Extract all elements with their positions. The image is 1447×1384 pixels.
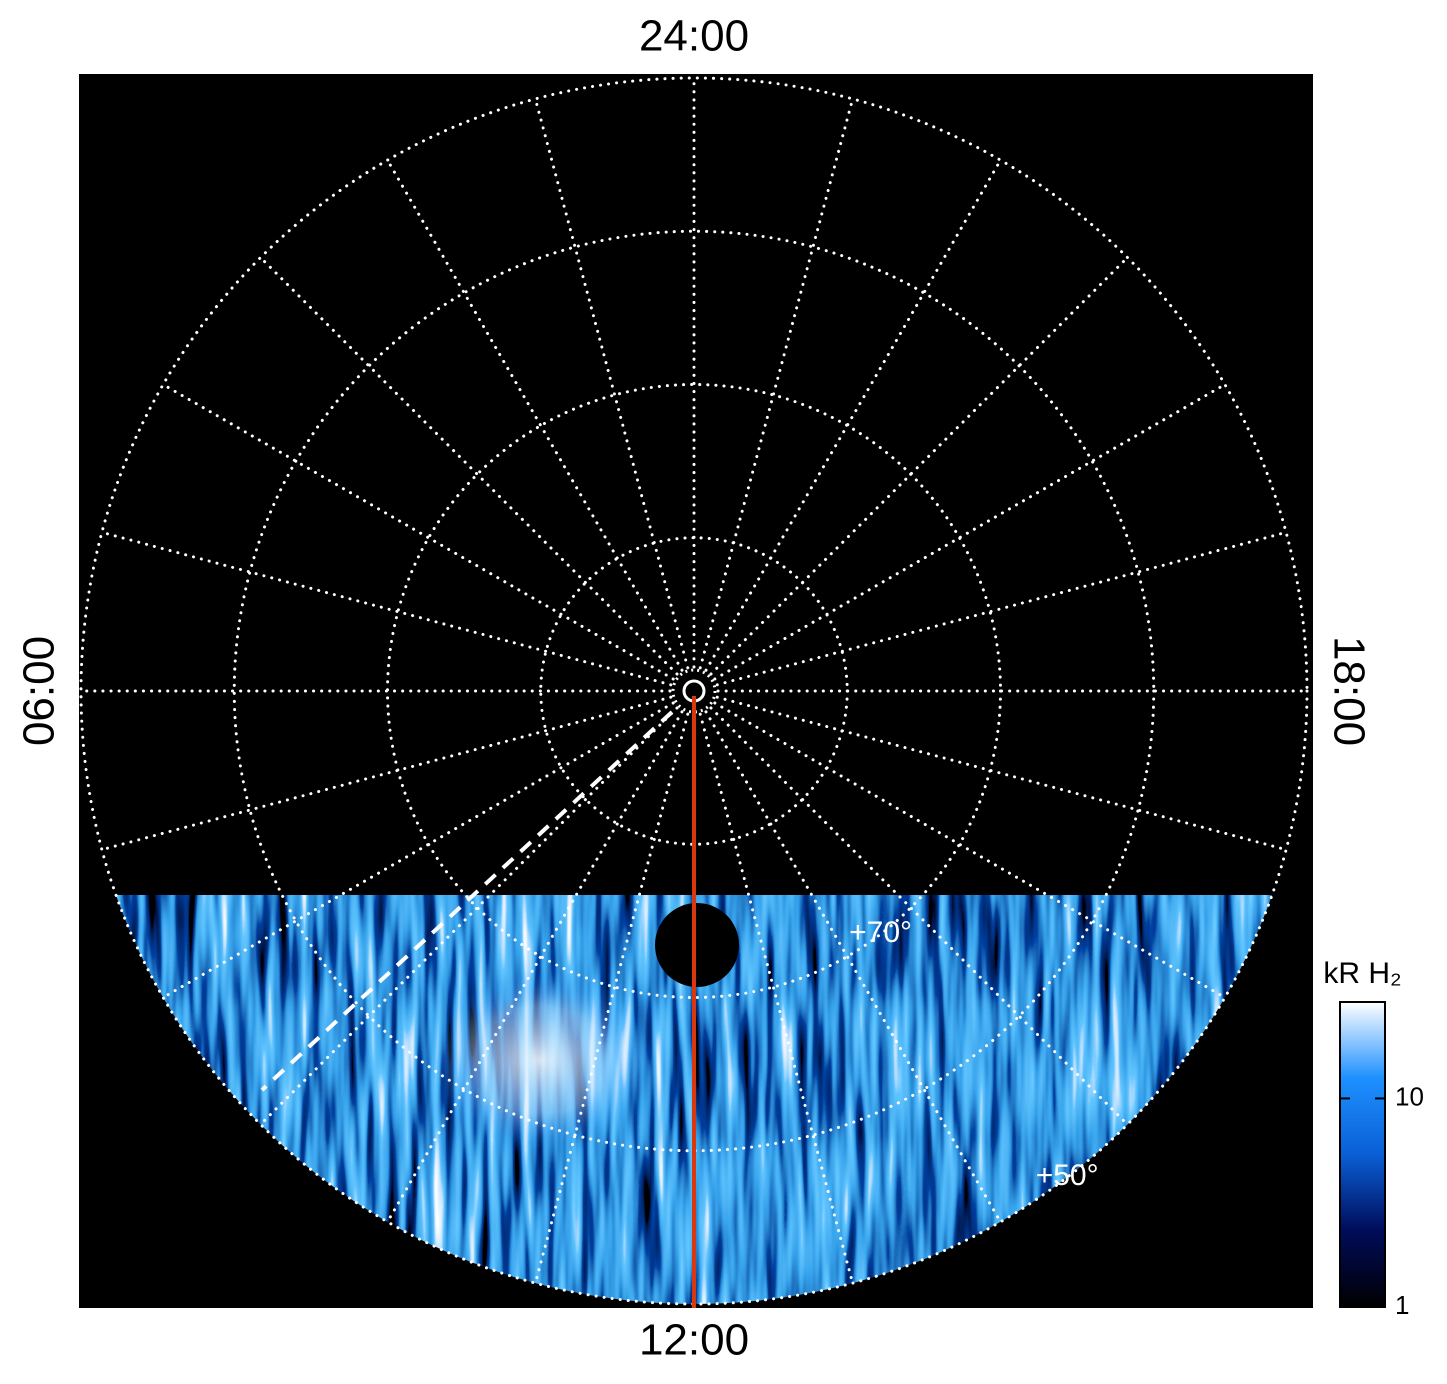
meridian-line <box>161 701 675 999</box>
colorbar-fill <box>1339 1001 1386 1308</box>
meridian-line <box>386 710 684 1224</box>
hour-label: 24:00 <box>639 12 749 61</box>
pole-ring <box>671 668 717 714</box>
meridian-line <box>713 383 1227 681</box>
latitude-label: +70° <box>849 916 912 949</box>
meridian-line <box>386 158 684 672</box>
colorbar-tick-label: 10 <box>1395 1081 1424 1111</box>
meridian-line <box>715 530 1288 687</box>
meridian-line <box>259 706 679 1126</box>
meridian-line <box>709 256 1129 676</box>
meridian-line <box>533 97 690 670</box>
meridian-line <box>100 695 673 852</box>
meridian-line <box>698 97 855 670</box>
meridian-line <box>533 712 690 1285</box>
colorbar: 1 10 kR H₂ <box>1323 957 1424 1320</box>
colorbar-tick-label: 1 <box>1395 1290 1409 1320</box>
meridian-line <box>704 158 1002 672</box>
emission-bright-region <box>430 970 650 1150</box>
latitude-label: +50° <box>1036 1159 1099 1192</box>
meridian-line <box>161 383 675 681</box>
meridian-line <box>259 256 679 676</box>
dashed-track <box>260 710 674 1092</box>
meridian-line <box>713 701 1227 999</box>
meridian-line <box>100 530 673 687</box>
meridian-line <box>698 712 855 1285</box>
colorbar-label: kR H₂ <box>1323 957 1401 990</box>
emission-notch <box>655 903 739 987</box>
grid <box>79 76 1309 1306</box>
hour-label: 06:00 <box>15 636 64 746</box>
hour-label: 12:00 <box>639 1316 749 1365</box>
meridian-line <box>715 695 1288 852</box>
labels: 24:00 06:00 12:00 18:00 +70° +50° <box>15 12 1374 1365</box>
meridian-line <box>709 706 1129 1126</box>
hour-label: 18:00 <box>1324 636 1373 746</box>
meridian-line <box>704 710 1002 1224</box>
